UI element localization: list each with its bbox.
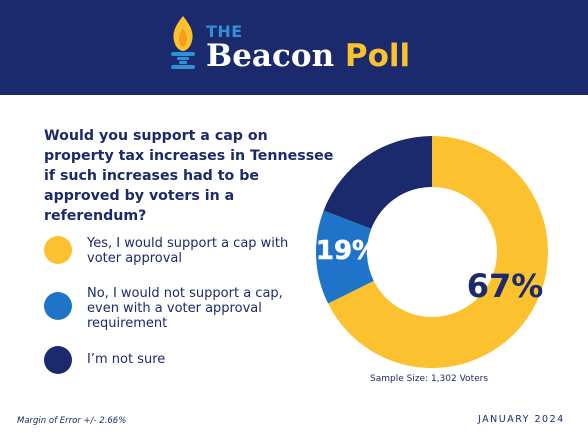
brand-prefix: THE	[206, 22, 243, 41]
legend-label-no: No, I would not support a cap, even with…	[87, 286, 283, 331]
header-banner: THE Beacon Poll	[0, 0, 588, 95]
legend-swatch-yes	[44, 236, 72, 264]
brand-accent: Poll	[344, 38, 411, 74]
legend-label-yes: Yes, I would support a cap with voter ap…	[87, 236, 289, 266]
donut-chart: 67%13%19%	[316, 136, 548, 368]
brand-title: Beacon Poll	[206, 38, 410, 74]
poll-question: Would you support a cap on property tax …	[44, 128, 334, 224]
legend-swatch-not-sure	[44, 346, 72, 374]
slice-no	[316, 210, 374, 304]
brand-name: Beacon	[206, 38, 335, 74]
sample-size: Sample Size: 1,302 Voters	[370, 374, 489, 384]
legend-label-not-sure: I’m not sure	[87, 352, 166, 367]
poll-date: JANUARY 2024	[478, 414, 565, 425]
torch-icon	[171, 16, 195, 69]
legend-swatch-no	[44, 292, 72, 320]
margin-of-error: Margin of Error +/- 2.66%	[17, 416, 127, 426]
slice-label-yes: 67%	[467, 267, 544, 305]
slice-yes	[328, 136, 548, 368]
slice-label-not-sure: 19%	[316, 236, 378, 266]
slice-not-sure	[323, 136, 432, 229]
